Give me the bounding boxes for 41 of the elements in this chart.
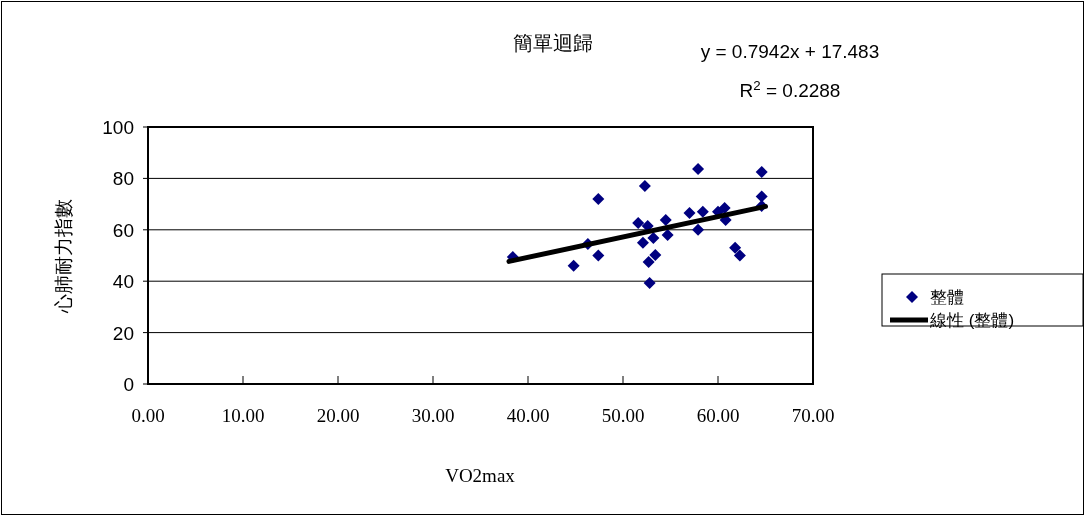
x-tick-label: 50.00 (601, 405, 645, 426)
x-tick-label: 30.00 (411, 405, 455, 426)
x-tick-label: 10.00 (221, 405, 265, 426)
point (733, 249, 746, 262)
x-axis-title: VO2max (445, 465, 516, 486)
legend-label: 整體 (930, 288, 964, 307)
point (642, 255, 655, 268)
y-tick-label: 0 (123, 374, 134, 395)
point (647, 232, 660, 245)
y-axis-title: 心肺耐力指數 (53, 198, 74, 314)
point (755, 165, 768, 178)
point (632, 217, 645, 230)
point (718, 201, 731, 214)
point (755, 190, 768, 203)
x-tick-label: 0.00 (131, 405, 165, 426)
point (567, 259, 580, 272)
y-tick-label: 100 (102, 117, 134, 138)
point (638, 180, 651, 193)
point (696, 205, 709, 218)
point (659, 214, 672, 227)
x-tick-label: 40.00 (506, 405, 550, 426)
y-tick-label: 40 (112, 271, 134, 293)
x-tick-label: 70.00 (791, 405, 835, 426)
y-tick-label: 80 (112, 168, 134, 190)
text: R$^{2}$ = 0.2288 (739, 77, 841, 101)
chart-title: 簡單迴歸 (513, 32, 593, 54)
point (643, 277, 656, 289)
x-tick-label: 60.00 (696, 405, 740, 426)
point (692, 162, 705, 175)
text: y = 0.7942x + 17.483 (700, 41, 880, 62)
point (729, 241, 742, 254)
y-tick-label: 20 (112, 322, 134, 344)
legend-label: 線性 (整體) (929, 311, 1015, 330)
point (592, 249, 605, 262)
point (636, 236, 649, 249)
y-tick-label: 60 (112, 219, 134, 241)
point (592, 192, 605, 205)
point (692, 223, 705, 236)
point (649, 248, 662, 261)
x-tick-label: 20.00 (316, 405, 360, 426)
point (683, 207, 696, 220)
